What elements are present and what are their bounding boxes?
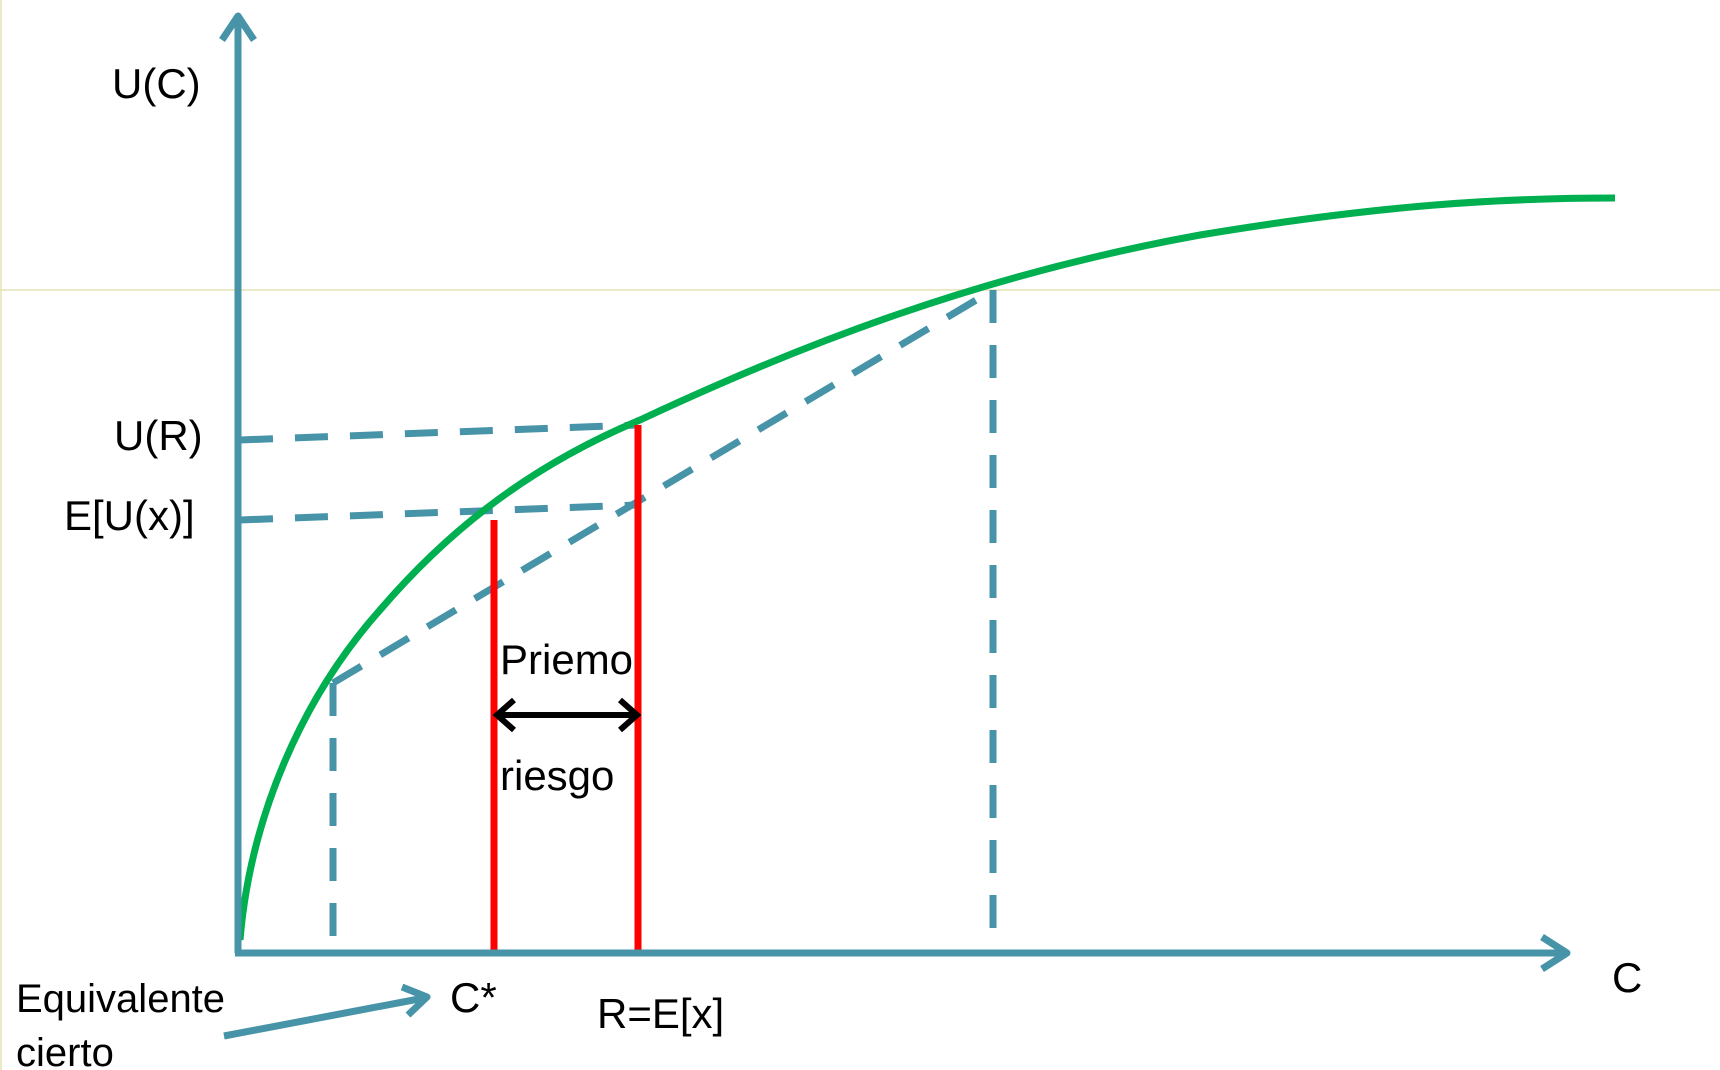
risk-premium-right-arrowhead-icon (618, 697, 642, 733)
certainty-equivalent-pointer-shaft (223, 994, 425, 1040)
certainty-equivalent-label-line2: cierto (16, 1031, 114, 1070)
expected-utility-label: E[U(x)] (64, 492, 195, 539)
x-axis-arrow-icon (1540, 934, 1571, 972)
certainty-equivalent-label-line1: Equivalente (16, 977, 225, 1021)
utility-curve (236, 194, 1616, 941)
premium-label-bottom: riesgo (500, 752, 614, 799)
risk-premium-left-arrowhead-icon (492, 697, 516, 733)
y-axis-arrow-icon (219, 12, 257, 42)
x-axis-label: C (1612, 954, 1642, 1001)
u-r-label: U(R) (114, 412, 203, 459)
c-star-label: C* (450, 974, 497, 1021)
dashed-chord (331, 286, 995, 687)
y-axis-label: U(C) (112, 60, 201, 107)
dashed-u-r-horizontal (239, 421, 638, 444)
expected-value-label: R=E[x] (597, 990, 724, 1037)
premium-label-top: Priemo (500, 636, 633, 683)
certainty-equivalent-pointer-head-icon (400, 983, 431, 1018)
dashed-expected-utility-horizontal (239, 501, 638, 524)
